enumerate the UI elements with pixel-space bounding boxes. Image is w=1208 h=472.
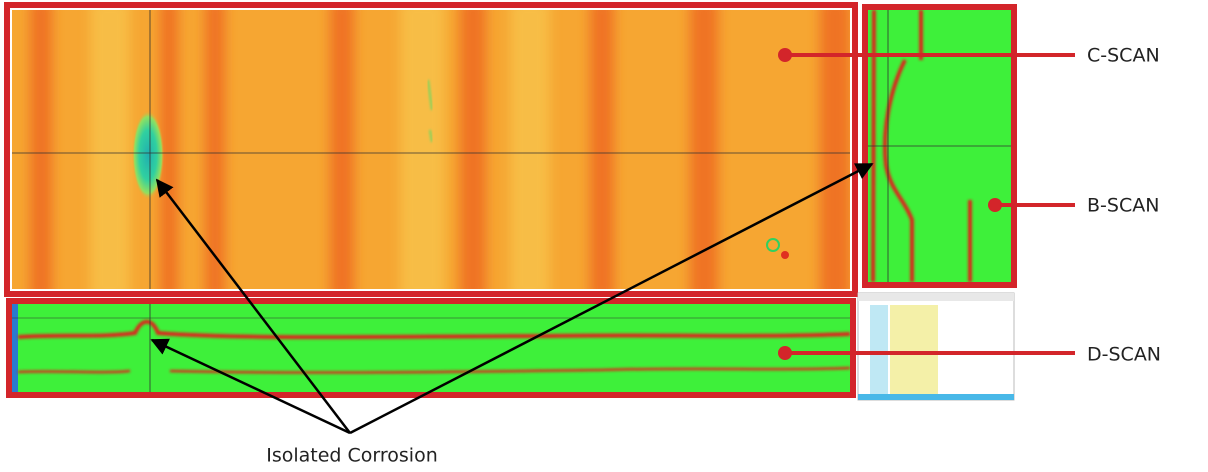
b-scan-image — [868, 10, 1011, 282]
callout-label: Isolated Corrosion — [266, 445, 438, 467]
scan-figure: C-SCAN B-SCAN D-SCAN Isolated Corrosion — [0, 0, 1208, 472]
a-scan-window — [858, 293, 1014, 400]
c-scan-image — [12, 0, 850, 300]
d-scan-image — [12, 304, 850, 392]
b-scan-label: B-SCAN — [1087, 195, 1159, 217]
c-scan-label: C-SCAN — [1087, 45, 1160, 67]
d-scan-label: D-SCAN — [1087, 344, 1161, 366]
